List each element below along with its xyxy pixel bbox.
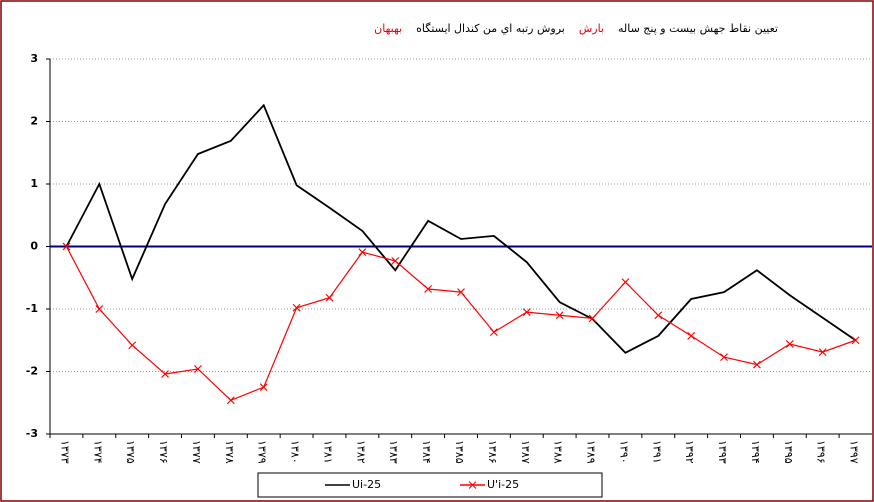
x-tick-label: ۱۳۹۶ xyxy=(815,440,828,464)
x-tick-label: ۱۳۸۷ xyxy=(519,440,532,464)
x-tick-label: ۱۳۹۲ xyxy=(683,440,696,464)
point-marker xyxy=(752,360,761,369)
title-highlight: بارش xyxy=(578,22,604,35)
x-tick-label: ۱۳۷۷ xyxy=(190,440,203,464)
x-tick-label: ۱۳۸۴ xyxy=(420,440,433,464)
point-marker xyxy=(818,348,827,357)
point-marker xyxy=(720,353,728,362)
y-tick-label: 1 xyxy=(30,177,38,190)
x-tick-label: ۱۳۷۶ xyxy=(157,440,170,464)
x-tick-label: ۱۳۸۸ xyxy=(552,440,565,464)
x-tick-label: ۱۳۸۲ xyxy=(354,440,367,464)
x-tick-label: ۱۳۷۹ xyxy=(256,440,269,464)
point-marker xyxy=(259,383,268,392)
y-tick-label: 2 xyxy=(30,115,38,128)
x-tick-label: ۱۳۸۶ xyxy=(486,440,499,464)
y-tick-label: 3 xyxy=(30,52,38,65)
legend-label: U'i-25 xyxy=(487,478,519,491)
x-tick-label: ۱۳۹۴ xyxy=(749,440,762,464)
point-marker xyxy=(424,285,433,293)
point-marker xyxy=(555,311,564,320)
x-tick-label: ۱۳۹۳ xyxy=(716,440,729,464)
title-highlight: بهبهان xyxy=(374,22,403,35)
point-marker xyxy=(194,365,202,373)
point-marker xyxy=(292,303,301,312)
y-tick-label: -1 xyxy=(26,302,38,315)
x-tick-label: ۱۳۸۱ xyxy=(321,440,334,464)
y-tick-label: -3 xyxy=(26,427,38,440)
point-marker xyxy=(851,336,860,345)
y-tick-label: -2 xyxy=(26,365,38,378)
point-marker xyxy=(391,256,400,265)
point-marker xyxy=(325,293,334,302)
legend-label: Ui-25 xyxy=(352,478,381,491)
x-tick-label: ۱۳۷۳ xyxy=(58,440,71,464)
title-text: بروش رتبه اي من كندال ايستگاه xyxy=(416,22,565,35)
x-tick-label: ۱۳۸۵ xyxy=(453,440,466,464)
legend-marker xyxy=(468,481,477,489)
point-marker xyxy=(621,278,630,287)
point-marker xyxy=(457,288,465,297)
series-line xyxy=(65,103,857,354)
legend-box xyxy=(257,472,603,498)
point-marker xyxy=(358,248,367,257)
x-tick-label: ۱۳۹۵ xyxy=(782,440,795,464)
point-marker xyxy=(161,370,170,378)
point-marker xyxy=(95,305,104,313)
point-marker xyxy=(62,242,71,251)
x-tick-label: ۱۳۹۰ xyxy=(617,440,630,464)
x-tick-label: ۱۳۸۰ xyxy=(289,440,302,464)
point-marker xyxy=(687,331,696,340)
point-marker xyxy=(128,341,137,350)
x-tick-label: ۱۳۹۷ xyxy=(848,440,861,464)
point-marker xyxy=(522,308,531,317)
x-tick-label: ۱۳۷۵ xyxy=(124,440,137,464)
point-marker xyxy=(226,396,235,405)
x-tick-label: ۱۳۷۸ xyxy=(223,440,236,464)
x-tick-label: ۱۳۸۹ xyxy=(585,440,598,464)
x-tick-label: ۱۳۷۴ xyxy=(91,440,104,464)
point-marker xyxy=(654,311,663,320)
x-tick-label: ۱۳۹۱ xyxy=(650,440,663,464)
chart-title: تعیین نقاط جهش بیست و پنج ساله بارش بروش… xyxy=(374,22,778,35)
point-marker xyxy=(785,340,794,348)
y-tick-label: 0 xyxy=(30,240,38,253)
point-marker xyxy=(489,328,498,337)
title-text: تعیین نقاط جهش بیست و پنج ساله xyxy=(617,22,778,35)
x-tick-label: ۱۳۸۳ xyxy=(387,440,400,464)
point-marker xyxy=(588,314,597,323)
